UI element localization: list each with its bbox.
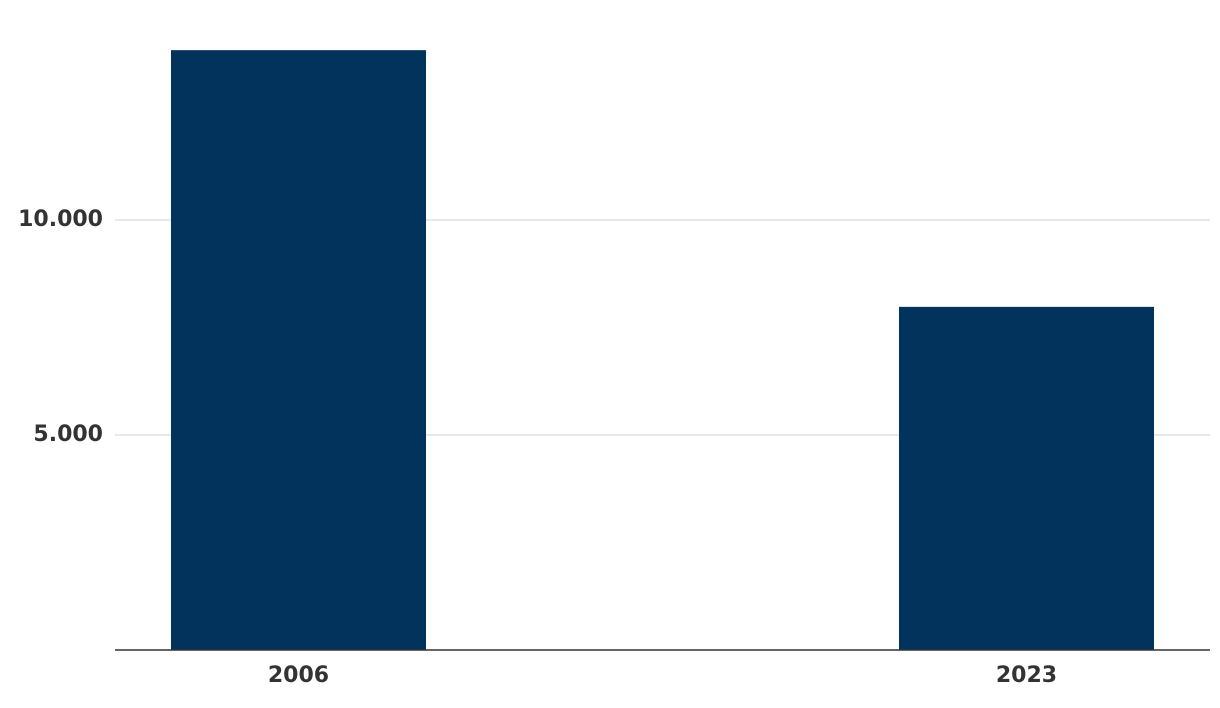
bar <box>171 50 426 650</box>
x-tick-label: 2023 <box>996 663 1057 688</box>
bar <box>899 306 1154 650</box>
x-tick-label: 2006 <box>268 663 329 688</box>
y-tick-label: 10.000 <box>18 207 103 232</box>
y-tick-label: 5.000 <box>33 422 103 447</box>
